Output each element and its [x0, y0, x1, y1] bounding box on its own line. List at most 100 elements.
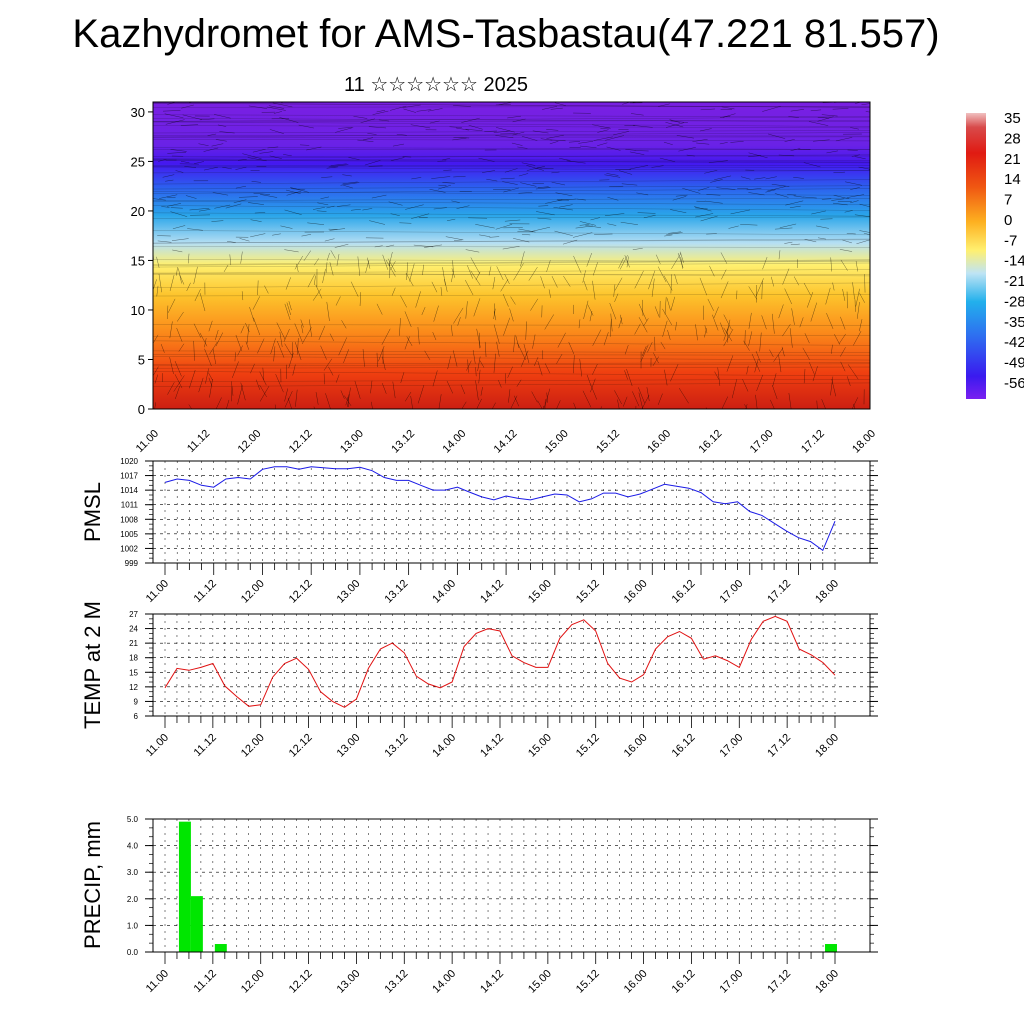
wind-barb: [431, 176, 451, 179]
wind-barb: [721, 269, 727, 280]
wind-barb: [160, 343, 165, 353]
wind-barb: [363, 408, 365, 409]
wind-barb: [592, 280, 596, 300]
wind-barb: [491, 402, 496, 409]
wind-barb: [288, 352, 294, 369]
wind-barb: [740, 224, 758, 226]
wind-barb: [178, 268, 182, 284]
wind-barb: [782, 268, 790, 285]
wind-barb: [404, 391, 412, 402]
wind-barb: [621, 183, 638, 186]
x-tick-label: 12.12: [287, 578, 315, 606]
wind-barb: [713, 306, 719, 318]
wind-barb: [329, 333, 335, 342]
wind-barb: [654, 306, 660, 317]
wind-barb: [240, 325, 245, 334]
wind-barb: [721, 106, 735, 110]
wind-barb: [364, 160, 381, 166]
wind-barb: [606, 146, 621, 151]
wind-barb: [587, 304, 594, 316]
x-tick-label: 18.00: [813, 578, 841, 606]
wind-barb: [406, 336, 413, 347]
wind-barb: [629, 151, 645, 155]
x-tick-label: 13.00: [335, 578, 363, 606]
x-tick-label: 11.00: [144, 578, 171, 605]
x-tick-label: 16.12: [670, 578, 698, 606]
wind-barb: [618, 170, 633, 175]
wind-barb: [166, 196, 176, 198]
wind-barb: [590, 217, 600, 221]
wind-barb: [754, 359, 759, 373]
wind-barb: [532, 130, 549, 134]
wind-barb: [852, 282, 855, 300]
wind-barb: [523, 343, 530, 364]
wind-barb: [277, 408, 278, 409]
wind-barb: [457, 317, 461, 326]
wind-barb: [411, 177, 422, 180]
x-tick-label: 15.12: [574, 968, 602, 996]
wind-barb: [675, 321, 677, 331]
wind-barb: [387, 258, 396, 273]
wind-barb: [237, 345, 243, 356]
wind-barb: [658, 103, 670, 107]
wind-barb: [405, 204, 424, 210]
wind-barb: [592, 262, 598, 276]
wind-barb: [465, 249, 480, 253]
wind-barb: [369, 220, 386, 225]
wind-barb: [204, 348, 212, 367]
heatmap-x-tick-label: 13.00: [338, 428, 366, 456]
wind-barb: [199, 332, 208, 347]
wind-barb: [461, 401, 467, 409]
wind-barb: [647, 342, 653, 353]
wind-barb: [821, 399, 826, 409]
wind-barb: [816, 225, 829, 229]
wind-barb: [605, 213, 625, 217]
wind-barb: [199, 293, 206, 312]
wind-barb: [535, 187, 551, 190]
wind-barb: [321, 176, 333, 178]
wind-barb: [580, 145, 597, 149]
colorbar-label: -56: [1004, 375, 1024, 392]
wind-barb: [473, 298, 481, 317]
wind-barb: [294, 255, 304, 270]
wind-barb: [344, 395, 352, 406]
wind-barb: [326, 205, 335, 209]
y-tick-label: 1014: [120, 486, 138, 495]
y-tick-label: 1002: [120, 544, 138, 553]
wind-barb: [812, 366, 818, 382]
wind-barb: [568, 341, 575, 355]
contour-line: [153, 139, 870, 142]
wind-barb: [493, 311, 497, 321]
wind-barb: [264, 285, 269, 294]
wind-barb: [284, 390, 293, 408]
wind-barb: [722, 113, 736, 118]
wind-barb: [402, 156, 412, 158]
wind-barb: [536, 167, 554, 169]
wind-barb: [579, 224, 590, 226]
colorbar-label: 7: [1004, 192, 1012, 209]
wind-barb: [614, 293, 619, 303]
wind-barb: [609, 302, 617, 320]
y-tick-label: 9: [134, 697, 139, 706]
wind-barb: [672, 196, 687, 201]
colorbar-label: -7: [1004, 232, 1017, 249]
wind-barb: [557, 198, 577, 201]
wind-barb: [508, 389, 511, 403]
wind-barb: [219, 131, 235, 134]
wind-barb: [189, 207, 210, 211]
wind-barb: [744, 404, 748, 409]
wind-barb: [486, 178, 498, 182]
wind-barb: [400, 372, 405, 383]
heatmap-x-tick-label: 18.00: [850, 428, 878, 456]
wind-barb: [158, 273, 162, 293]
wind-barb: [479, 360, 485, 368]
wind-barb: [748, 286, 758, 300]
wind-barb: [492, 276, 496, 290]
wind-barb: [578, 141, 594, 144]
wind-barb: [301, 324, 304, 334]
wind-barb: [839, 249, 853, 252]
wind-barb: [614, 390, 622, 405]
wind-barb: [509, 308, 514, 322]
wind-barb: [512, 131, 525, 136]
wind-barb: [445, 236, 464, 241]
